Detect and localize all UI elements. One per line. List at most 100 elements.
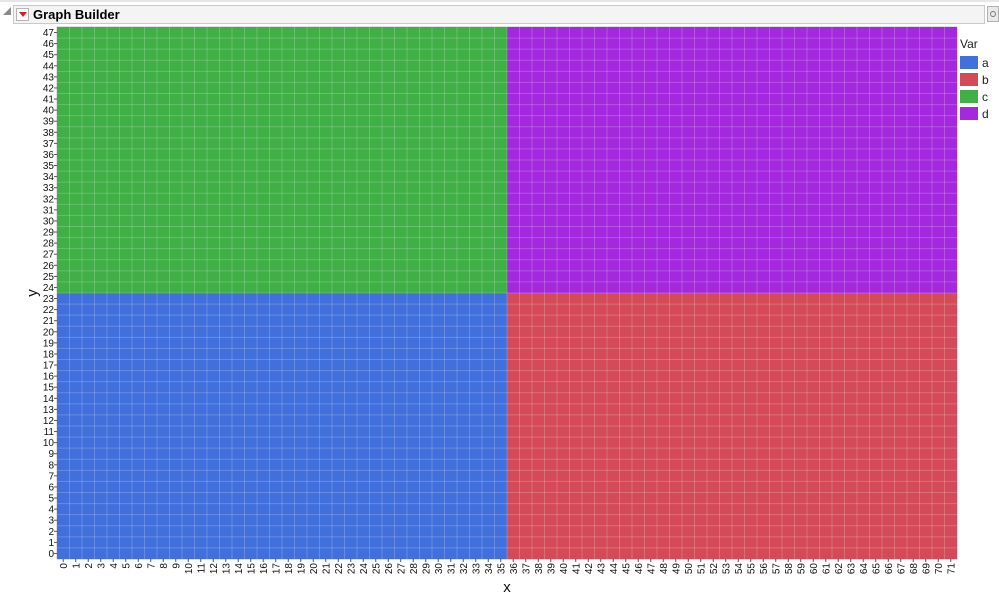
- x-tick-label: 41: [571, 563, 582, 575]
- x-tick-label: 23: [346, 563, 357, 575]
- y-tick-label: 44: [43, 61, 55, 72]
- legend-item-d[interactable]: d: [960, 105, 999, 122]
- y-tick-label: 47: [43, 28, 55, 39]
- x-tick-label: 67: [896, 563, 907, 575]
- x-tick-label: 36: [509, 563, 520, 575]
- legend-label-a: a: [982, 55, 989, 70]
- y-tick-label: 0: [48, 549, 54, 560]
- x-tick-label: 49: [671, 563, 682, 575]
- y-tick-label: 1: [48, 538, 54, 549]
- legend: Var a b c d: [960, 36, 999, 122]
- x-tick-label: 35: [496, 563, 507, 575]
- y-tick-label: 7: [48, 471, 54, 482]
- legend-item-a[interactable]: a: [960, 54, 999, 71]
- heatmap-chart[interactable]: 0123456789101112131415161718192021222324…: [0, 24, 999, 598]
- region-d: [507, 27, 957, 293]
- x-tick-label: 27: [396, 563, 407, 575]
- region-c: [57, 27, 507, 293]
- y-tick-label: 15: [43, 383, 55, 394]
- y-tick-label: 10: [43, 438, 55, 449]
- graph-frame: 0 1 2 3 4 5 6 7 8 9 10 11 12 13 14 15 16 17 18 19 20 21 22 23 24…: [0, 24, 999, 598]
- disclosure-triangle-icon[interactable]: [3, 7, 11, 15]
- x-tick-label: 55: [746, 563, 757, 575]
- x-tick-label: 70: [934, 563, 945, 575]
- y-tick-label: 13: [43, 405, 55, 416]
- x-tick-label: 10: [184, 563, 195, 575]
- x-tick-label: 18: [284, 563, 295, 575]
- region-a: [57, 293, 507, 559]
- corner-options-button[interactable]: [987, 6, 999, 22]
- x-tick-label: 24: [359, 563, 370, 575]
- x-tick-label: 59: [796, 563, 807, 575]
- outline-title-bar: Graph Builder: [13, 5, 985, 24]
- x-tick-label: 16: [259, 563, 270, 575]
- legend-swatch-b: [960, 73, 978, 86]
- x-tick-label: 47: [646, 563, 657, 575]
- y-tick-label: 21: [43, 316, 55, 327]
- x-tick-label: 0: [59, 563, 70, 569]
- legend-title: Var: [960, 37, 978, 51]
- y-tick-label: 34: [43, 172, 55, 183]
- y-tick-label: 17: [43, 361, 55, 372]
- top-divider: [0, 0, 999, 2]
- x-tick-label: 37: [521, 563, 532, 575]
- x-tick-label: 38: [534, 563, 545, 575]
- y-tick-label: 39: [43, 117, 55, 128]
- x-tick-label: 61: [821, 563, 832, 575]
- y-tick-label: 36: [43, 150, 55, 161]
- x-tick-label: 3: [96, 563, 107, 569]
- y-tick-label: 32: [43, 194, 55, 205]
- x-tick-label: 60: [809, 563, 820, 575]
- legend-item-c[interactable]: c: [960, 88, 999, 105]
- y-tick-label: 43: [43, 72, 55, 83]
- y-tick-label: 24: [43, 283, 55, 294]
- x-tick-label: 14: [234, 563, 245, 575]
- y-tick-label: 18: [43, 349, 55, 360]
- y-tick-label: 35: [43, 161, 55, 172]
- y-tick-label: 3: [48, 516, 54, 527]
- x-tick-label: 4: [109, 563, 120, 569]
- legend-label-b: b: [982, 72, 989, 87]
- x-tick-label: 34: [484, 563, 495, 575]
- x-tick-label: 68: [909, 563, 920, 575]
- x-tick-label: 6: [134, 563, 145, 569]
- red-triangle-menu-button[interactable]: [16, 8, 29, 21]
- x-tick-label: 1: [71, 563, 82, 569]
- legend-swatch-c: [960, 90, 978, 103]
- y-tick-label: 26: [43, 261, 55, 272]
- x-tick-label: 42: [584, 563, 595, 575]
- y-tick-label: 14: [43, 394, 55, 405]
- y-tick-label: 29: [43, 228, 55, 239]
- y-tick-label: 8: [48, 460, 54, 471]
- x-tick-label: 56: [759, 563, 770, 575]
- legend-label-d: d: [982, 106, 989, 121]
- x-tick-label: 65: [871, 563, 882, 575]
- y-tick-label: 12: [43, 416, 55, 427]
- x-tick-label: 52: [709, 563, 720, 575]
- x-tick-label: 17: [271, 563, 282, 575]
- x-tick-label: 30: [434, 563, 445, 575]
- x-tick-label: 64: [859, 563, 870, 575]
- y-tick-label: 38: [43, 128, 55, 139]
- x-tick-label: 2: [84, 563, 95, 569]
- x-tick-label: 11: [196, 563, 207, 574]
- x-tick-label: 46: [634, 563, 645, 575]
- x-tick-label: 22: [334, 563, 345, 575]
- y-tick-label: 9: [48, 449, 54, 460]
- x-tick-label: 66: [884, 563, 895, 575]
- x-tick-label: 69: [921, 563, 932, 575]
- x-tick-label: 13: [221, 563, 232, 575]
- x-tick-label: 57: [771, 563, 782, 575]
- legend-item-b[interactable]: b: [960, 71, 999, 88]
- x-axis-label: x: [503, 579, 511, 596]
- x-tick-label: 29: [421, 563, 432, 575]
- y-tick-label: 25: [43, 272, 55, 283]
- y-tick-label: 11: [44, 427, 55, 438]
- x-tick-label: 62: [834, 563, 845, 575]
- y-tick-label: 30: [43, 216, 55, 227]
- y-tick-label: 28: [43, 239, 55, 250]
- x-tick-label: 25: [371, 563, 382, 575]
- x-tick-label: 28: [409, 563, 420, 575]
- window-title: Graph Builder: [33, 7, 120, 22]
- legend-swatch-a: [960, 56, 978, 69]
